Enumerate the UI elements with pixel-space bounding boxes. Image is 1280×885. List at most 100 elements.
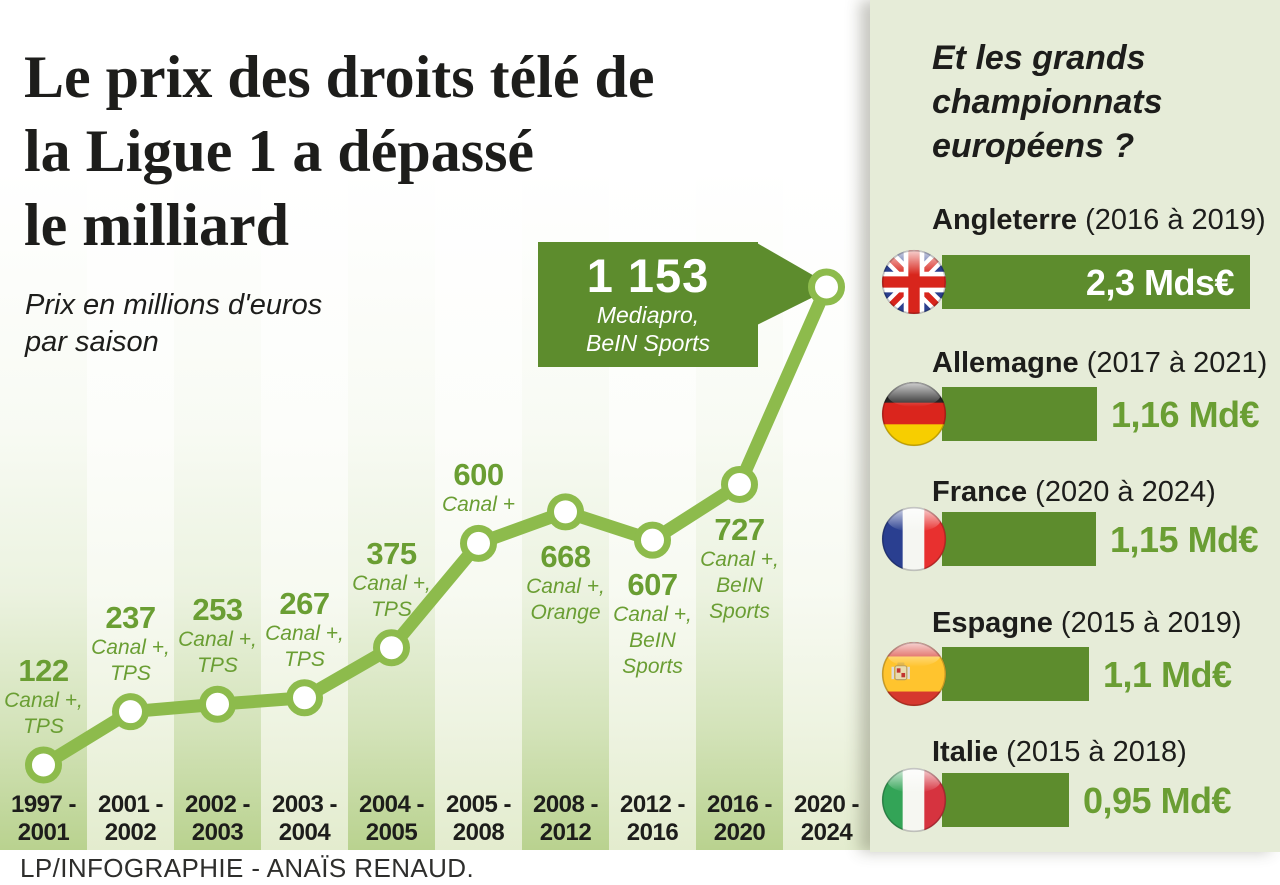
year-line: 2008 - bbox=[532, 791, 599, 818]
point-provider-label: Sports bbox=[709, 599, 770, 623]
sidebar-panel: Et les grands championnats européens ? Ang… bbox=[870, 0, 1280, 852]
flag-wrap bbox=[881, 506, 947, 572]
rights-value-label: 1,15 Md€ bbox=[1110, 519, 1259, 560]
uk-flag-icon bbox=[881, 249, 947, 315]
point-provider-label: Canal +, bbox=[178, 628, 257, 652]
data-point bbox=[112, 693, 149, 731]
x-axis-label: 2001 -2002 bbox=[87, 791, 174, 847]
year-line: 2002 bbox=[104, 819, 157, 846]
year-line: 2020 bbox=[713, 819, 766, 846]
column-band bbox=[348, 170, 435, 850]
year-line: 2005 - bbox=[445, 791, 512, 818]
data-point bbox=[199, 685, 236, 723]
flag-wrap bbox=[881, 641, 947, 707]
value-bar-italy bbox=[942, 773, 1069, 827]
year-line: 2016 - bbox=[706, 791, 773, 818]
point-provider-label: Canal + bbox=[442, 493, 515, 517]
point-label: 600 Canal + bbox=[399, 458, 559, 518]
data-point bbox=[547, 493, 584, 531]
x-axis-label: 2016 -2020 bbox=[696, 791, 783, 847]
callout-provider-label: Mediapro, bbox=[596, 302, 700, 328]
point-value-label: 607 bbox=[627, 567, 678, 603]
year-line: 2005 bbox=[365, 819, 418, 846]
callout-provider-label: BeIN Sports bbox=[586, 330, 710, 356]
point-value-label: 727 bbox=[714, 511, 765, 547]
year-line: 1997 - bbox=[10, 791, 77, 818]
year-line: 2001 - bbox=[97, 791, 164, 818]
point-provider-label: TPS bbox=[284, 647, 325, 671]
line-chart bbox=[25, 243, 845, 784]
country-label: France (2020 à 2024) bbox=[932, 474, 1216, 510]
subtitle-line: par saison bbox=[25, 326, 159, 358]
year-line: 2016 bbox=[626, 819, 679, 846]
point-label: 375 Canal +, TPS bbox=[312, 535, 472, 623]
rights-value-label: 2,3 Mds€ bbox=[1085, 262, 1235, 303]
country-label: Allemagne (2017 à 2021) bbox=[932, 345, 1267, 381]
point-value-label: 375 bbox=[366, 535, 417, 571]
column-band bbox=[435, 170, 522, 850]
sidebar-heading-line: européens ? bbox=[932, 127, 1135, 165]
value-bar-uk bbox=[942, 255, 1250, 309]
point-provider-label: Canal +, bbox=[700, 547, 779, 571]
italy-flag-icon bbox=[881, 767, 947, 833]
point-provider-label: Canal +, bbox=[265, 621, 344, 645]
point-label: 727 Canal +, BeIN Sports bbox=[660, 511, 820, 625]
point-value-label: 237 bbox=[105, 599, 156, 635]
title-line: Le prix des droits télé de bbox=[24, 44, 655, 110]
title-line: la Ligue 1 a dépassé bbox=[24, 118, 535, 184]
point-label: 253 Canal +, TPS bbox=[138, 593, 298, 679]
country-period: (2017 à 2021) bbox=[1078, 347, 1268, 379]
point-value-label: 668 bbox=[540, 538, 591, 574]
trend-line bbox=[40, 284, 833, 771]
rights-value-label: 0,95 Md€ bbox=[1083, 780, 1232, 821]
rights-value-label: 1,16 Md€ bbox=[1111, 394, 1260, 435]
value-bar-france bbox=[942, 512, 1096, 566]
data-point bbox=[25, 746, 62, 784]
point-label: 122 Canal +, TPS bbox=[0, 654, 124, 740]
point-value-label: 267 bbox=[279, 585, 330, 621]
point-value-label: 600 bbox=[453, 457, 504, 493]
x-axis-label: 2003 -2004 bbox=[261, 791, 348, 847]
data-point bbox=[460, 524, 497, 562]
point-provider-label: TPS bbox=[23, 715, 64, 738]
country-period: (2015 à 2018) bbox=[998, 736, 1187, 768]
sidebar-heading-line: championnats bbox=[932, 83, 1163, 121]
year-line: 2001 bbox=[17, 819, 70, 846]
country-name: Espagne bbox=[932, 607, 1053, 639]
point-provider-label: Canal +, bbox=[91, 635, 170, 659]
point-provider-label: TPS bbox=[110, 661, 151, 685]
data-point bbox=[373, 629, 410, 667]
point-provider-label: Canal +, bbox=[352, 571, 431, 595]
year-line: 2012 bbox=[539, 819, 592, 846]
year-line: 2002 - bbox=[184, 791, 251, 818]
column-band bbox=[261, 170, 348, 850]
point-value-label: 122 bbox=[18, 653, 69, 688]
point-provider-label: Orange bbox=[530, 600, 601, 624]
country-label: Italie (2015 à 2018) bbox=[932, 734, 1187, 770]
x-axis-label: 2008 -2012 bbox=[522, 791, 609, 847]
data-point bbox=[634, 521, 671, 559]
germany-flag-icon bbox=[881, 381, 947, 447]
x-axis-label: 2020 -2024 bbox=[783, 791, 870, 847]
value-bar-spain bbox=[942, 647, 1089, 701]
point-provider-label: Sports bbox=[622, 655, 683, 679]
country-name: Italie bbox=[932, 736, 999, 768]
x-axis-label: 1997 -2001 bbox=[0, 791, 87, 847]
country-label: Espagne (2015 à 2019) bbox=[932, 605, 1242, 641]
country-name: France bbox=[932, 476, 1028, 508]
country-name: Angleterre bbox=[932, 204, 1078, 236]
sidebar-heading-line: Et les grands bbox=[932, 39, 1146, 77]
point-provider-label: BeIN bbox=[716, 573, 763, 597]
year-line: 2004 bbox=[278, 819, 331, 846]
data-point bbox=[721, 466, 758, 504]
callout-value: 1 153 bbox=[586, 249, 710, 302]
page-subtitle: Prix en millions d'euros par saison bbox=[25, 287, 322, 361]
subtitle-line: Prix en millions d'euros bbox=[25, 289, 323, 321]
france-flag-icon bbox=[881, 506, 947, 572]
point-label: 267 Canal +, TPS bbox=[225, 585, 385, 673]
x-axis-label: 2002 -2003 bbox=[174, 791, 261, 847]
flag-wrap bbox=[881, 381, 947, 447]
point-provider-label: Canal +, bbox=[526, 574, 605, 598]
point-provider-label: TPS bbox=[371, 597, 412, 621]
flag-wrap bbox=[881, 249, 947, 315]
